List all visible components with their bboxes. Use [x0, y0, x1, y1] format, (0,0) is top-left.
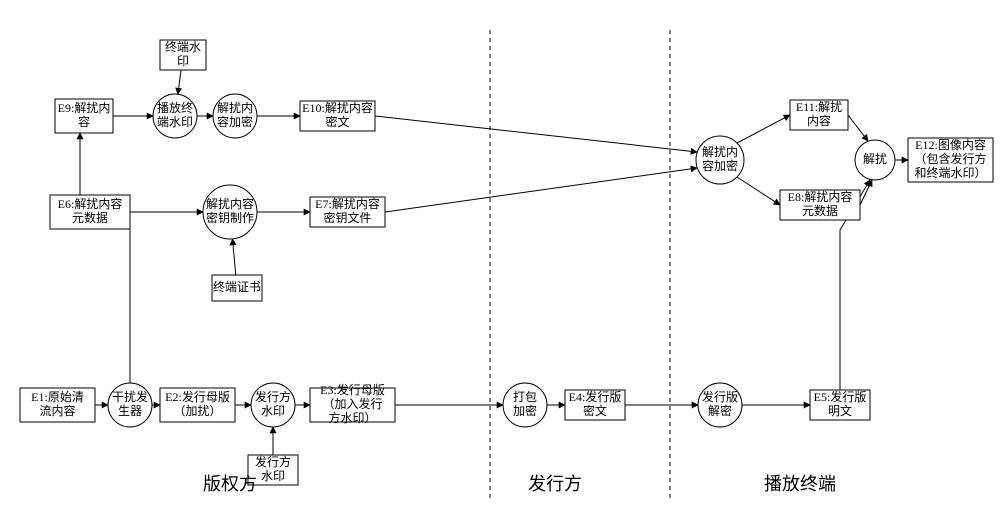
node-e9: E9:解扰内容: [55, 99, 113, 133]
node-c_descr: 解扰: [855, 140, 895, 180]
svg-text:解密: 解密: [708, 403, 732, 418]
node-e1: E1:原始清流内容: [20, 388, 95, 422]
svg-text:明文: 明文: [828, 403, 852, 418]
svg-text:E8:解扰内容: E8:解扰内容: [788, 189, 853, 204]
svg-text:打包: 打包: [513, 390, 537, 404]
node-c_dec: 发行版解密: [698, 383, 742, 427]
edge: [232, 239, 235, 275]
svg-text:解扰内容: 解扰内容: [206, 196, 254, 211]
svg-text:密钥文件: 密钥文件: [323, 210, 371, 225]
svg-text:解扰内: 解扰内: [217, 101, 253, 115]
node-c_termwm: 播放终端水印: [153, 94, 197, 138]
svg-text:E5:发行版: E5:发行版: [814, 389, 867, 404]
node-e8: E8:解扰内容元数据: [780, 189, 860, 220]
node-e7: E7:解扰内容密钥文件: [310, 196, 385, 227]
svg-text:E12:图像内容: E12:图像内容: [915, 137, 986, 152]
svg-text:发行版: 发行版: [702, 389, 738, 404]
svg-text:E11:解扰: E11:解扰: [796, 100, 842, 114]
svg-text:终端水: 终端水: [165, 39, 201, 54]
svg-text:流内容: 流内容: [39, 403, 75, 418]
edge: [178, 70, 181, 94]
svg-text:E6:解扰内容: E6:解扰内容: [58, 196, 123, 211]
svg-text:加密: 加密: [513, 403, 537, 418]
edge: [860, 180, 872, 205]
svg-text:E2:发行母版: E2:发行母版: [165, 389, 230, 404]
node-c_pack: 打包加密: [503, 383, 547, 427]
node-c_disturb: 干扰发生器: [108, 383, 152, 427]
svg-text:和终端水印）: 和终端水印）: [914, 165, 986, 180]
edge: [50, 212, 130, 383]
edge: [385, 168, 697, 212]
svg-text:干扰发: 干扰发: [112, 389, 148, 404]
svg-text:播放终: 播放终: [157, 100, 193, 115]
svg-text:元数据: 元数据: [72, 210, 108, 225]
node-e2: E2:发行母版（加扰）: [160, 388, 235, 422]
edge: [737, 177, 780, 205]
node-e6: E6:解扰内容元数据: [50, 195, 130, 229]
svg-text:密文: 密文: [325, 114, 349, 129]
svg-text:容加密: 容加密: [217, 114, 253, 129]
svg-text:方水印）: 方水印）: [328, 410, 376, 425]
svg-text:E1:原始清: E1:原始清: [31, 390, 84, 404]
svg-text:（包含发行方: （包含发行方: [914, 151, 986, 166]
svg-text:容加密: 容加密: [702, 158, 738, 173]
svg-text:发行方: 发行方: [255, 454, 291, 469]
svg-text:生器: 生器: [118, 404, 142, 418]
svg-text:E3:发行母版: E3:发行母版: [320, 382, 385, 397]
node-c_key: 解扰内容密钥制作: [203, 185, 257, 239]
svg-text:水印: 水印: [261, 469, 285, 483]
node-e4: E4:发行版密文: [565, 389, 625, 420]
svg-text:E10:解扰内容: E10:解扰内容: [302, 100, 373, 115]
svg-text:元数据: 元数据: [802, 203, 838, 218]
svg-text:容: 容: [78, 114, 90, 129]
svg-text:密钥制作: 密钥制作: [206, 210, 254, 225]
edge: [375, 116, 697, 152]
svg-text:解扰: 解扰: [863, 152, 887, 166]
svg-text:端水印: 端水印: [157, 115, 193, 129]
svg-text:E4:发行版: E4:发行版: [569, 389, 622, 404]
svg-text:E7:解扰内容: E7:解扰内容: [315, 196, 380, 211]
node-e11: E11:解扰内容: [790, 100, 848, 130]
node-e3: E3:发行母版（加入发行方水印）: [310, 382, 395, 425]
node-c_enc: 解扰内容加密: [213, 94, 257, 138]
section-label: 发行方: [528, 474, 582, 494]
node-termwm_in: 终端水印: [160, 39, 206, 70]
node-e12: E12:图像内容（包含发行方和终端水印）: [908, 137, 993, 182]
section-label: 播放终端: [764, 474, 836, 494]
svg-text:发行方: 发行方: [255, 389, 291, 404]
svg-text:E9:解扰内: E9:解扰内: [58, 101, 111, 115]
edge: [848, 115, 868, 141]
svg-text:终端证书: 终端证书: [213, 279, 261, 294]
svg-text:印: 印: [177, 54, 189, 68]
node-e10: E10:解扰内容密文: [300, 100, 375, 131]
edge: [737, 115, 790, 143]
svg-text:解扰内: 解扰内: [702, 145, 738, 159]
svg-text:（加入发行: （加入发行: [322, 396, 382, 411]
section-label: 版权方: [203, 474, 257, 494]
svg-text:内容: 内容: [807, 113, 831, 128]
node-e5: E5:发行版明文: [810, 389, 870, 420]
svg-text:（加扰）: （加扰）: [173, 404, 221, 418]
node-cert: 终端证书: [212, 275, 262, 301]
node-c_decrypt: 解扰内容加密: [696, 136, 744, 184]
svg-text:水印: 水印: [261, 404, 285, 418]
svg-text:密文: 密文: [583, 403, 607, 418]
node-c_pubwm: 发行方水印: [251, 383, 295, 427]
